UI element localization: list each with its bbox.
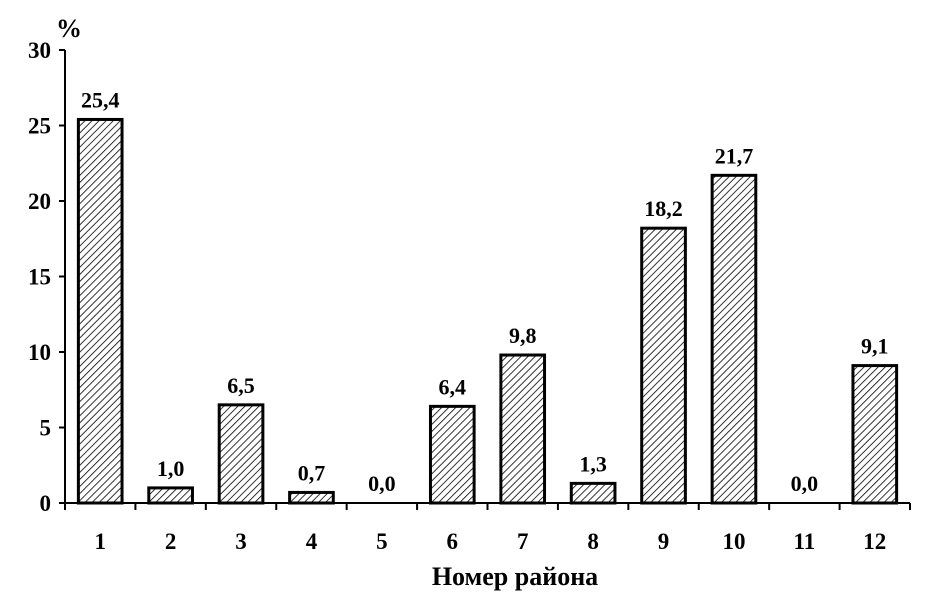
- data-label: 6,5: [227, 373, 255, 398]
- y-tick-label: 25: [28, 114, 51, 139]
- x-tick-label: 8: [587, 529, 599, 554]
- x-tick-label: 3: [235, 529, 247, 554]
- axes: 0 5 10 15 20 25 30: [28, 38, 911, 516]
- data-label: 9,1: [861, 334, 889, 359]
- y-tick-label: 5: [40, 416, 52, 441]
- x-axis-title: Номер района: [432, 562, 598, 591]
- bar: [851, 364, 899, 505]
- data-label: 0,0: [368, 471, 396, 496]
- bar: [710, 173, 758, 505]
- x-tick-label: 11: [794, 529, 816, 554]
- data-label: 18,2: [644, 196, 683, 221]
- y-tick-label: 15: [28, 265, 51, 290]
- x-tick-label: 5: [376, 529, 388, 554]
- x-tick-label: 10: [722, 529, 745, 554]
- x-tick-label: 1: [94, 529, 106, 554]
- y-tick-label: 10: [28, 340, 51, 365]
- bar: [217, 403, 265, 505]
- y-axis-title: %: [56, 14, 82, 43]
- bar: [147, 486, 194, 505]
- bar: [76, 117, 124, 505]
- bar: [499, 353, 547, 505]
- labels: 25,4 1 1,0 2 6,5 3 0,7 4 0,0 5 6,4 6 9,8 7 1,3 8 18,2 9 21…: [81, 87, 889, 554]
- bar: [288, 490, 335, 505]
- bar: [569, 481, 617, 505]
- y-tick-label: 20: [28, 189, 51, 214]
- data-label: 1,3: [579, 451, 607, 476]
- bar: [640, 226, 687, 505]
- x-tick-label: 7: [517, 529, 529, 554]
- x-tick-label: 6: [447, 529, 459, 554]
- x-tick-label: 12: [863, 529, 886, 554]
- x-tick-label: 2: [165, 529, 177, 554]
- y-tick-label: 30: [28, 38, 51, 63]
- data-label: 9,8: [509, 323, 537, 348]
- data-label: 0,0: [791, 471, 819, 496]
- y-tick-label: 0: [40, 491, 52, 516]
- x-tick-label: 4: [306, 529, 318, 554]
- data-label: 25,4: [81, 87, 120, 112]
- x-tick-label: 9: [658, 529, 670, 554]
- bars: [76, 117, 899, 505]
- data-label: 6,4: [439, 374, 467, 399]
- data-label: 1,0: [157, 456, 185, 481]
- data-label: 21,7: [715, 143, 754, 168]
- data-label: 0,7: [298, 460, 326, 485]
- bar: [428, 404, 476, 505]
